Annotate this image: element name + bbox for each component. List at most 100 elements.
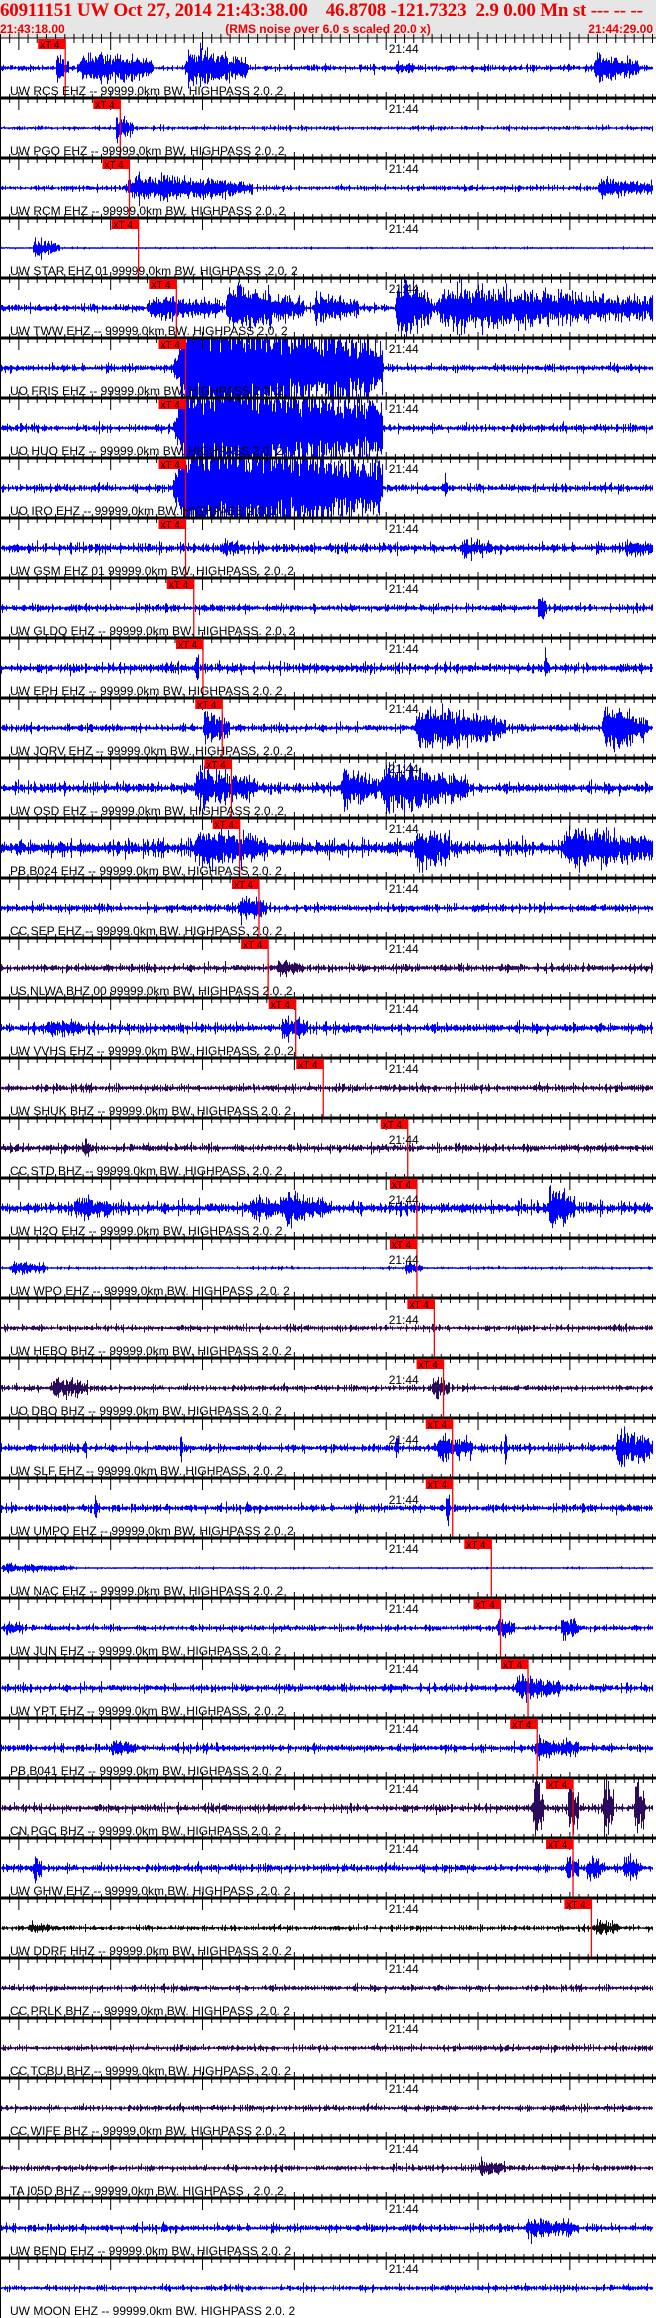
pick-marker[interactable] [158, 339, 186, 349]
pick-marker[interactable] [407, 1299, 435, 1309]
pick-marker-label: xT 4 [197, 700, 217, 711]
pick-marker-label: xT 4 [409, 1300, 429, 1311]
time-tick-label: 21:44 [389, 102, 419, 116]
trace-panel: xT 4 21:44 UW OSD EHZ -- 99999.0km BW. HIG… [0, 752, 656, 818]
pick-marker[interactable] [241, 939, 269, 949]
pick-marker[interactable] [93, 99, 121, 109]
waveform-trace [1, 647, 653, 680]
pick-marker[interactable] [510, 1719, 538, 1729]
trace-panel: xT 4 21:44 UW VVHS EHZ -- 99999.0km BW. HI… [0, 992, 656, 1058]
time-tick-label: 21:44 [389, 462, 419, 476]
pick-marker[interactable] [296, 1059, 324, 1069]
pick-marker[interactable] [158, 459, 186, 469]
time-tick-label: 21:44 [389, 1602, 419, 1616]
waveform-trace [1, 1618, 653, 1641]
time-tick-label: 21:44 [389, 2202, 419, 2216]
trace-panel: 21:44 UW MOON EHZ -- 99999.0km BW. HIGHPA… [0, 2252, 656, 2318]
waveform-trace [1, 279, 653, 337]
trace-panel: xT 4 21:44 UW H2O EHZ -- 99999.0km BW. HIG… [0, 1172, 656, 1238]
pick-marker-label: xT 4 [114, 220, 134, 231]
pick-marker[interactable] [175, 639, 203, 649]
trace-panel: xT 4 21:44 UW RCM EHZ -- 99999.0km BW. HIG… [0, 152, 656, 218]
pick-marker[interactable] [38, 39, 66, 49]
pick-marker[interactable] [158, 519, 186, 529]
station-label: UW EPH EHZ -- 99999.0km BW. HIGHPASS 2.0… [10, 684, 283, 698]
pick-marker[interactable] [546, 1839, 574, 1849]
waveform-trace [1, 1261, 653, 1275]
waveform-trace [1, 1376, 653, 1400]
trace-panel: xT 4 21:44 UW PGO EHZ -- 99999.0km BW. HIG… [0, 92, 656, 158]
trace-panel: xT 4 21:44 UW SLF EHZ -- 99999.0km BW. HIG… [0, 1412, 656, 1478]
time-tick-label: 21:44 [389, 1193, 419, 1207]
pick-marker[interactable] [416, 1359, 444, 1369]
pick-marker[interactable] [389, 1179, 417, 1189]
station-label: UO HUO EHZ -- 99999.0km BW. HIGHPASS 2.0… [10, 444, 283, 458]
trace-panel: xT 4 21:44 UO FRIS EHZ -- 99999.0km BW. HI… [0, 332, 656, 398]
pick-marker[interactable] [166, 579, 194, 589]
pick-marker[interactable] [389, 1239, 417, 1249]
pick-marker-label: xT 4 [160, 460, 180, 471]
time-tick-label: 21:44 [389, 1542, 419, 1556]
pick-marker-label: xT 4 [160, 400, 180, 411]
time-tick-label: 21:44 [389, 1373, 419, 1387]
pick-marker[interactable] [546, 1779, 574, 1789]
pick-marker[interactable] [111, 219, 139, 229]
pick-marker-label: xT 4 [503, 1660, 523, 1671]
waveform-trace [1, 703, 653, 753]
time-tick-label: 21:44 [389, 1722, 419, 1736]
pick-marker-label: xT 4 [234, 880, 254, 891]
pick-marker[interactable] [473, 1599, 501, 1609]
station-label: UO IRO EHZ -- 99999.0km BW. HIGHPASS 2.0… [10, 504, 278, 518]
time-tick-label: 21:44 [389, 1062, 419, 1076]
pick-marker[interactable] [464, 1539, 492, 1549]
station-label: UW SHUK BHZ -- 99999.0km BW. HIGHPASS 2.… [10, 1104, 292, 1118]
trace-panel: xT 4 21:44 UW EPH EHZ -- 99999.0km BW. HIG… [0, 632, 656, 698]
station-label: CC WIFE BHZ -- 99999.0km BW. HIGHPASS 2.… [10, 2124, 286, 2138]
time-tick-label: 21:44 [389, 942, 419, 956]
trace-panel: xT 4 21:44 UW JORV EHZ -- 99999.0km BW. HI… [0, 692, 656, 758]
waveform-trace [1, 1494, 653, 1527]
trace-panel: xT 4 21:44 UW SHUK BHZ -- 99999.0km BW. HI… [0, 1052, 656, 1118]
time-tick-label: 21:44 [389, 282, 419, 296]
pick-marker[interactable] [149, 279, 177, 289]
pick-marker[interactable] [102, 159, 130, 169]
time-tick-label: 21:44 [389, 1662, 419, 1676]
pick-marker[interactable] [158, 399, 186, 409]
waveform-trace [1, 1982, 653, 1994]
waveform-trace [1, 42, 653, 89]
pick-marker[interactable] [425, 1479, 453, 1489]
pick-marker-label: xT 4 [151, 280, 171, 291]
time-tick-label: 21:44 [389, 1962, 419, 1976]
pick-marker-label: xT 4 [428, 1420, 448, 1431]
time-tick-label: 21:44 [389, 342, 419, 356]
pick-marker-label: xT 4 [392, 1240, 412, 1251]
pick-marker-label: xT 4 [178, 640, 198, 651]
waveform-trace [1, 1779, 653, 1837]
waveform-trace [1, 1853, 653, 1884]
time-tick-label: 21:44 [389, 702, 419, 716]
trace-panel: xT 4 21:44 CC SEP EHZ -- 99999.0km BW. HIG… [0, 872, 656, 938]
waveform-trace [1, 959, 653, 978]
pick-marker[interactable] [425, 1419, 453, 1429]
waveform-trace [1, 237, 653, 260]
time-tick-label: 21:44 [389, 1433, 419, 1447]
time-tick-label: 21:44 [389, 42, 419, 56]
station-label: US NLWA BHZ 00 99999.0km BW. HIGHPASS 2.… [10, 984, 293, 998]
pick-marker[interactable] [212, 819, 240, 829]
time-tick-label: 21:44 [389, 822, 419, 836]
pick-marker[interactable] [501, 1659, 529, 1669]
trace-panel: xT 4 21:44 UW TWW EHZ -- 99999.0km BW. HIG… [0, 272, 656, 338]
pick-marker-label: xT 4 [466, 1540, 486, 1551]
station-label: UW OSD EHZ -- 99999.0km BW. HIGHPASS 2.0… [10, 804, 284, 818]
station-label: CC PRLK BHZ -- 99999.0km BW. HIGHPASS .2… [10, 2004, 290, 2018]
pick-marker[interactable] [231, 879, 259, 889]
trace-panel: xT 4 21:44 UW GSM EHZ 01 99999.0km BW. HIG… [0, 512, 656, 578]
pick-marker[interactable] [195, 699, 223, 709]
pick-marker[interactable] [268, 999, 296, 1009]
station-label: UW SLF EHZ -- 99999.0km BW. HIGHPASS. 2.… [10, 1464, 284, 1478]
station-label: UO DBO BHZ -- 99999.0km BW. HIGHPASS 2.0… [10, 1404, 282, 1418]
pick-marker[interactable] [564, 1899, 592, 1909]
pick-marker[interactable] [204, 759, 232, 769]
pick-marker[interactable] [380, 1119, 408, 1129]
